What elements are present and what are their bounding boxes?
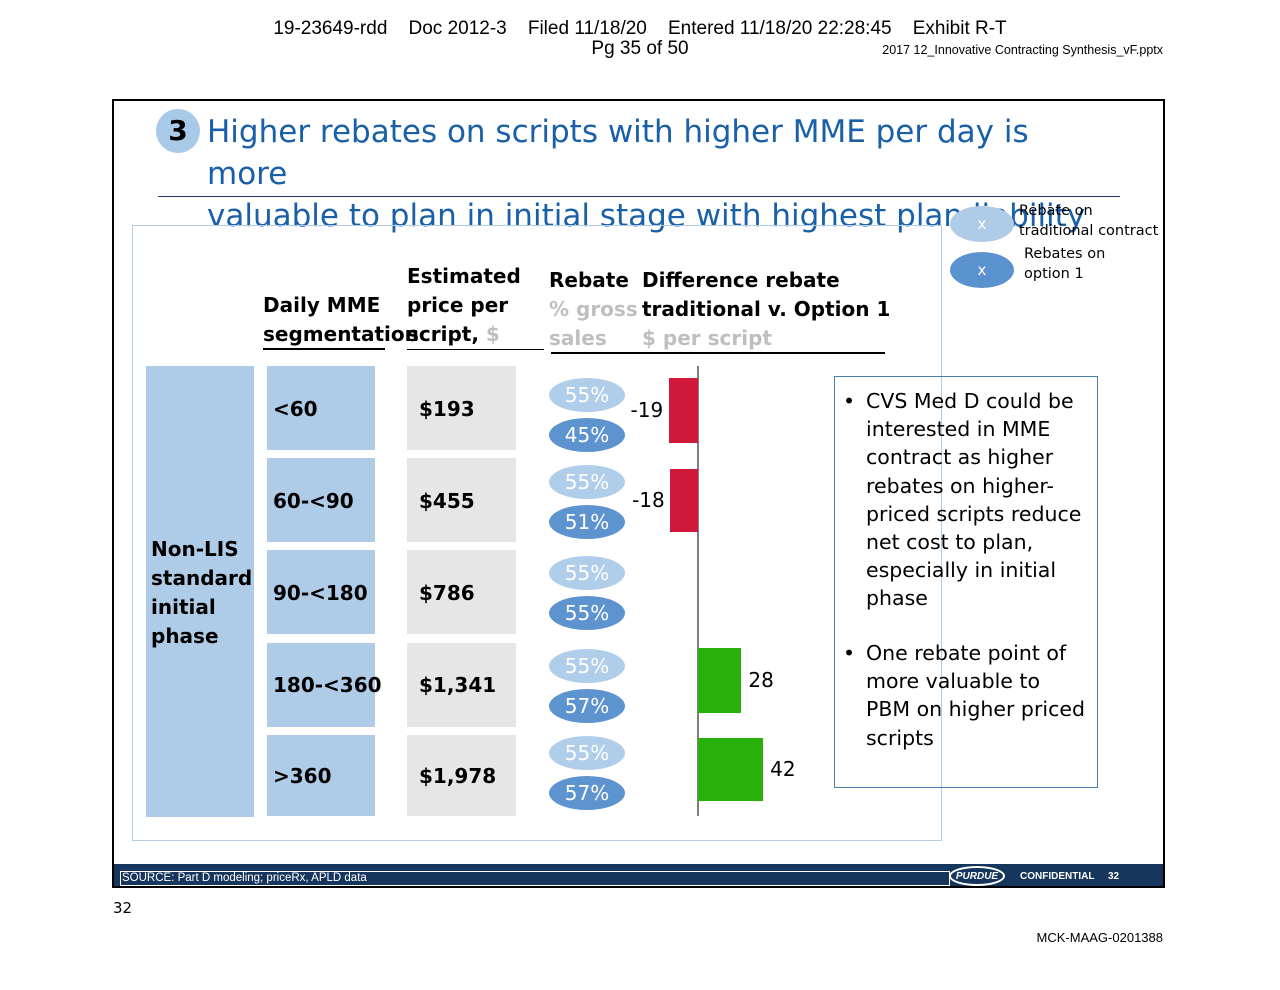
col-header-rebate-unit-line1: % gross [549,297,638,321]
row-group-label-line4: phase [151,624,219,648]
col-header-price-line3: script, $ [407,320,521,349]
col-header-mme-line2: segmentation [263,322,419,346]
col-header-mme: Daily MME segmentation [263,291,419,349]
note-item: • One rebate point of more valuable to P… [835,639,1099,752]
rebate-traditional-ellipse: 55% [549,465,625,499]
col-header-diff-unit: $ per script [642,326,772,350]
rebate-traditional-ellipse: 55% [549,649,625,683]
court-header-line1: 19-23649-rdd Doc 2012-3 Filed 11/18/20 E… [273,18,1007,39]
confidential-label: CONFIDENTIAL [1020,871,1095,882]
slide-title: Higher rebates on scripts with higher MM… [207,111,1087,237]
difference-bar [698,738,764,801]
source-note: SOURCE: Part D modeling; priceRx, APLD d… [120,871,950,886]
col-underline-price [407,349,544,350]
col-header-rebate-line1: Rebate [549,268,629,292]
price-value: $1,341 [419,673,497,697]
col-header-diff: Difference rebate traditional v. Option … [642,266,890,353]
price-value: $455 [419,489,475,513]
price-cell [407,550,516,634]
col-header-rebate: Rebate % gross sales [549,266,638,353]
col-header-price-line1: Estimated [407,264,521,288]
bullet-icon: • [843,389,856,413]
note-text: One rebate point of more valuable to PBM… [866,641,1085,750]
slide-title-line2: valuable to plan in initial stage with h… [207,198,1086,234]
price-cell [407,735,516,816]
difference-bar [670,469,698,532]
price-value: $786 [419,581,475,605]
rebate-option1-ellipse: 57% [549,689,625,723]
row-group-label-line1: Non-LIS [151,537,239,561]
slide-page-number: 32 [1108,871,1120,882]
rebate-option1-ellipse: 57% [549,776,625,810]
col-header-diff-line1: Difference rebate [642,268,840,292]
col-header-price-text: script, [407,322,486,346]
segment-label: >360 [273,764,332,788]
slide-frame [112,99,1165,888]
rebate-traditional-ellipse: 55% [549,556,625,590]
legend-traditional-marker: x [950,206,1014,242]
row-group-label: Non-LIS standard initial phase [151,535,252,651]
difference-label: -18 [632,487,665,512]
title-rule [158,196,1120,197]
segment-label: <60 [273,397,318,421]
col-header-price: Estimated price per script, $ [407,262,521,349]
row-group-block [146,366,254,817]
legend-traditional-label-line1: Rebate on [1019,203,1093,219]
note-item: • CVS Med D could be interested in MME c… [835,387,1099,613]
col-header-price-unit: $ [485,322,500,346]
segment-cell [267,458,375,542]
row-group-label-line2: standard [151,566,253,590]
segment-cell [267,366,375,450]
difference-label: 28 [748,667,774,692]
segment-label: 60-<90 [273,489,354,513]
segment-label: 180-<360 [273,673,382,697]
difference-bar [668,378,698,443]
col-underline-mme [263,348,385,350]
legend-option1-label-line2: option 1 [1024,266,1084,282]
segment-cell [267,643,375,727]
notes-box: • CVS Med D could be interested in MME c… [834,376,1098,788]
rebate-traditional-ellipse: 55% [549,378,625,412]
price-value: $1,978 [419,764,497,788]
price-cell [407,366,516,450]
file-name: 2017 12_Innovative Contracting Synthesis… [882,43,1163,57]
difference-bar [698,648,742,713]
col-underline-rebate-diff [551,352,885,354]
price-cell [407,458,516,542]
legend-traditional-label-line2: traditional contract [1019,223,1159,239]
difference-label: 42 [770,756,796,781]
segment-cell [267,550,375,634]
legend-option1-label: Rebates on option 1 [1024,244,1105,284]
content-panel [132,225,942,841]
legend-traditional-label: Rebate on traditional contract [1019,201,1158,241]
rebate-traditional-ellipse: 55% [549,736,625,770]
col-header-mme-line1: Daily MME [263,293,381,317]
page-label: 32 [113,899,133,917]
slide-title-line1: Higher rebates on scripts with higher MM… [207,114,1029,192]
difference-label: -19 [630,397,664,422]
bar-axis-line [697,366,699,816]
rebate-option1-ellipse: 55% [549,596,625,630]
col-header-diff-line2: traditional v. Option 1 [642,297,891,321]
footer-bar [114,864,1163,886]
col-header-price-line2: price per [407,293,509,317]
note-text: CVS Med D could be interested in MME con… [866,389,1082,611]
rebate-option1-ellipse: 51% [549,505,625,539]
row-group-label-line3: initial [151,595,216,619]
legend-option1-label-line1: Rebates on [1024,246,1106,262]
price-cell [407,643,516,727]
price-value: $193 [419,397,475,421]
segment-label: 90-<180 [273,581,368,605]
rebate-option1-ellipse: 45% [549,418,625,452]
court-header-line2: Pg 35 of 50 [591,38,689,59]
col-header-rebate-unit-line2: sales [549,326,607,350]
segment-cell [267,735,375,816]
purdue-logo: PURDUE [949,866,1005,886]
bullet-icon: • [843,641,856,665]
legend-option1-marker: x [950,252,1014,288]
bates-number: MCK-MAAG-0201388 [1036,930,1163,945]
step-number-badge: 3 [156,109,200,153]
